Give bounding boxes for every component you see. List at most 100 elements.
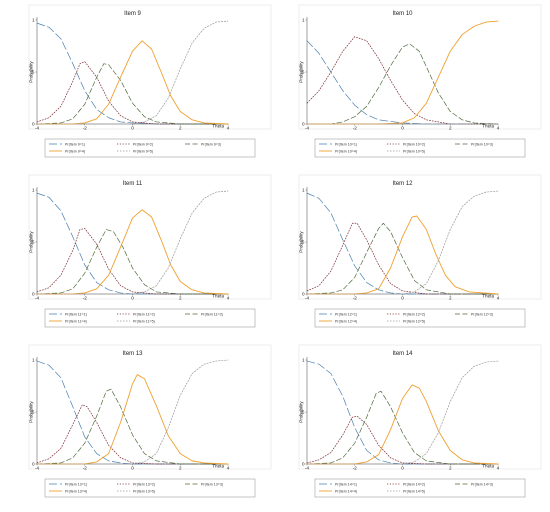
series-line [36,190,229,295]
plot-frame [28,344,272,470]
legend-box [314,308,526,328]
legend-label: Pr(Item 10=5) [403,149,425,153]
x-tick-label: -4 [35,466,40,471]
y-axis-label: Probability [299,401,304,423]
y-tick-label: 0 [32,292,35,297]
legend-label: Pr(Item 12=4) [335,319,357,323]
x-tick-label: -4 [35,296,40,301]
x-tick-label: -2 [83,466,88,471]
series-line [36,374,229,465]
chart-panel: Item 14 0 .5 1 Probability -4 -2 0 2 4 Theta Pr(Ite… [295,343,545,503]
x-axis-label: Theta [482,464,494,469]
x-axis-label: Theta [212,464,224,469]
legend-box [314,478,526,498]
legend-label: Pr(Item 14=3) [471,482,493,486]
y-tick-label: 1 [32,358,35,363]
legend-label: Pr(Item 12=2) [403,312,425,316]
x-tick-label: 2 [449,466,452,471]
chart-panel: Item 11 0 .5 1 Probability -4 -2 0 2 4 Theta Pr(Ite… [25,173,275,333]
series-line [36,61,229,125]
x-tick-label: -4 [305,466,310,471]
legend-label: Pr(Item 14=2) [403,482,425,486]
x-tick-label: -4 [305,296,310,301]
legend-label: Pr(Item 10=1) [335,142,357,146]
y-tick-label: 0 [302,122,305,127]
series-line [306,215,499,295]
y-tick-label: .5 [301,70,305,75]
x-tick-label: 0 [401,466,404,471]
y-tick-label: 1 [302,18,305,23]
x-tick-label: 0 [401,296,404,301]
legend-label: Pr(Item 13=5) [133,489,155,493]
x-tick-label: -2 [83,296,88,301]
y-tick-label: .5 [31,240,35,245]
series-line [36,63,229,125]
legend-label: Pr(Item 13=2) [133,482,155,486]
chart-panel: Item 10 0 .5 1 Probability -4 -2 0 2 4 Theta Pr(Ite… [295,3,545,163]
legend-label: Pr(Item 14=4) [335,489,357,493]
legend-box [314,138,526,158]
legend-label: Pr(Item 9=3) [201,142,221,146]
x-tick-label: 0 [131,466,134,471]
legend-label: Pr(Item 14=1) [335,482,357,486]
x-tick-label: 4 [227,126,230,131]
x-axis-label: Theta [212,124,224,129]
plot-frame [28,174,272,300]
chart-panel: Item 12 0 .5 1 Probability -4 -2 0 2 4 Theta Pr(Ite… [295,173,545,333]
series-line [306,222,499,295]
plot-frame [298,344,542,470]
y-axis-label: Probability [29,231,34,253]
x-tick-label: -4 [35,126,40,131]
legend-label: Pr(Item 12=5) [403,319,425,323]
plot-frame [28,4,272,130]
legend-label: Pr(Item 11=2) [133,312,155,316]
series-line [36,229,229,295]
series-line [36,20,229,125]
legend-label: Pr(Item 9=4) [65,149,85,153]
chart-title: Item 11 [123,181,143,187]
x-tick-label: 0 [131,296,134,301]
legend-label: Pr(Item 11=3) [201,312,223,316]
x-tick-label: 2 [179,296,182,301]
y-tick-label: .5 [31,70,35,75]
x-tick-label: 4 [497,296,500,301]
x-tick-label: 4 [497,466,500,471]
legend-label: Pr(Item 13=1) [65,482,87,486]
y-axis-label: Probability [299,231,304,253]
x-tick-label: 0 [131,126,134,131]
series-line [306,384,499,465]
x-tick-label: 2 [179,466,182,471]
series-line [306,360,499,465]
x-tick-label: -2 [83,126,88,131]
series-line [36,209,229,295]
series-line [306,190,499,295]
plot-frame [298,4,542,130]
chart-panel: Item 13 0 .5 1 Probability -4 -2 0 2 4 Theta Pr(Ite… [25,343,275,503]
y-tick-label: 0 [32,122,35,127]
legend-label: Pr(Item 13=4) [65,489,87,493]
legend-box [44,138,256,158]
legend-label: Pr(Item 10=4) [335,149,357,153]
chart-title: Item 13 [122,351,143,357]
x-tick-label: 4 [227,466,230,471]
x-axis-label: Theta [482,124,494,129]
x-tick-label: 2 [449,126,452,131]
legend-box [44,478,256,498]
legend-box [44,308,256,328]
x-tick-label: -4 [305,126,310,131]
legend-label: Pr(Item 12=3) [471,312,493,316]
legend-label: Pr(Item 14=5) [403,489,425,493]
chart-title: Item 10 [392,11,413,17]
series-line [306,222,499,295]
x-tick-label: -2 [353,126,358,131]
series-line [306,192,499,295]
x-tick-label: 0 [401,126,404,131]
x-axis-label: Theta [212,294,224,299]
x-tick-label: 2 [449,296,452,301]
chart-title: Item 12 [392,181,413,187]
legend-label: Pr(Item 11=5) [133,319,155,323]
